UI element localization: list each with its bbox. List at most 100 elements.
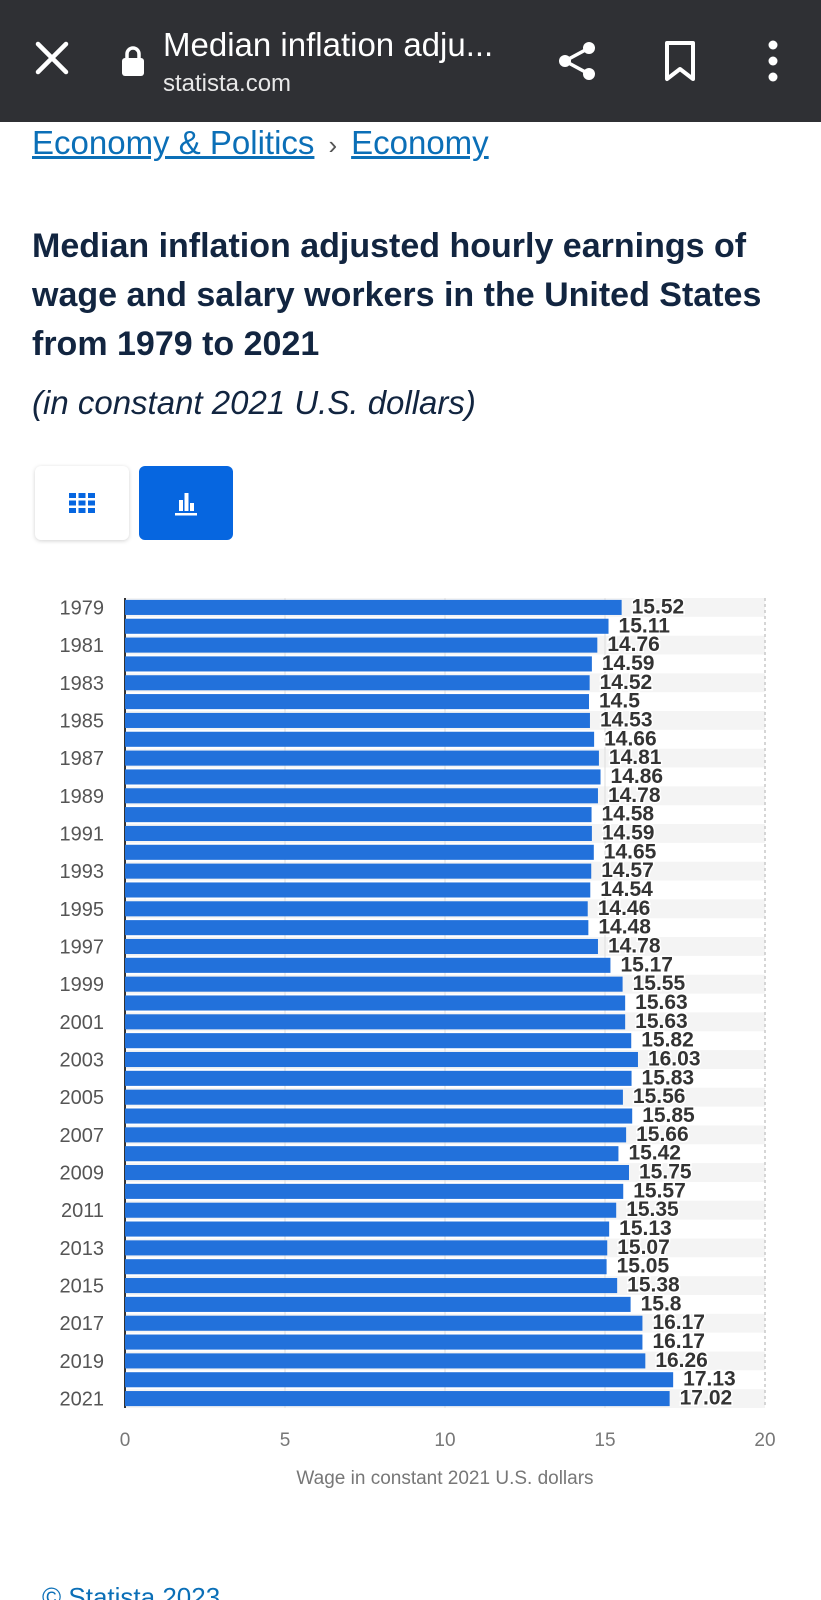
bar-value-label: 14.52 [600, 671, 653, 694]
bar [125, 1278, 618, 1294]
breadcrumb-economy-politics[interactable]: Economy & Politics [32, 124, 315, 161]
x-tick-label: 10 [434, 1430, 455, 1451]
bar-value-label: 15.38 [627, 1274, 680, 1297]
bar-value-label: 15.83 [642, 1066, 695, 1089]
bar-chart-svg: 15.5215.1114.7614.5914.5214.514.5314.661… [60, 594, 776, 1489]
bar-value-label: 15.11 [619, 614, 671, 637]
share-icon[interactable] [556, 40, 598, 82]
bar [125, 1259, 607, 1275]
page-title: Median inflation adjusted hourly earning… [32, 227, 762, 363]
y-tick-label: 2019 [60, 1351, 105, 1373]
bar [125, 694, 589, 710]
bar [125, 1372, 674, 1388]
bar [125, 995, 626, 1011]
bar [125, 1146, 619, 1162]
bar-value-label: 15.63 [635, 991, 688, 1014]
bar-value-label: 16.17 [652, 1311, 705, 1334]
bar [125, 1051, 638, 1068]
bar-value-label: 17.13 [683, 1368, 736, 1391]
bar [125, 788, 598, 804]
bar [125, 901, 588, 917]
bar-value-label: 15.8 [641, 1292, 682, 1315]
x-axis-title: Wage in constant 2021 U.S. dollars [296, 1468, 593, 1489]
bar-value-label: 14.54 [600, 878, 653, 901]
bar [125, 1315, 643, 1331]
bar [125, 1221, 610, 1237]
bookmark-icon[interactable] [662, 40, 698, 82]
lock-icon [122, 46, 144, 76]
grid-icon [69, 493, 95, 513]
bar-value-label: 14.58 [602, 803, 655, 826]
bar [125, 1089, 623, 1105]
bar [125, 920, 589, 936]
y-tick-label: 1999 [60, 974, 105, 996]
bar [125, 1014, 626, 1030]
bar [125, 957, 611, 973]
y-tick-label: 1987 [60, 748, 105, 770]
y-tick-label: 2013 [60, 1238, 105, 1260]
bar-value-label: 15.56 [633, 1085, 686, 1108]
bar-value-label: 14.65 [604, 840, 657, 863]
breadcrumb-economy[interactable]: Economy [351, 124, 489, 161]
bar-value-label: 15.57 [633, 1179, 686, 1202]
x-tick-label: 0 [120, 1430, 131, 1451]
breadcrumb: Economy & Politics › Economy [32, 124, 489, 162]
bar [125, 769, 601, 785]
y-tick-label: 2015 [60, 1276, 105, 1298]
bar-value-label: 16.17 [652, 1330, 705, 1353]
bar-value-label: 14.81 [609, 746, 662, 769]
close-icon[interactable] [34, 40, 70, 76]
bar-value-label: 14.46 [598, 897, 651, 920]
bar [125, 1334, 643, 1350]
y-tick-label: 2017 [60, 1313, 105, 1335]
bar-chart: 15.52 15.11 14.76 14.59 14.52 14.5 14.53 14.66 1… [0, 580, 821, 1500]
bar-value-label: 16.26 [655, 1349, 708, 1372]
y-tick-label: 2001 [60, 1012, 105, 1034]
x-tick-label: 15 [594, 1430, 615, 1451]
bar-value-label: 14.78 [608, 934, 661, 957]
bar-value-label: 17.02 [680, 1387, 733, 1410]
bar-value-label: 15.75 [639, 1161, 692, 1184]
y-tick-label: 2009 [60, 1163, 105, 1185]
bar-value-label: 15.07 [617, 1236, 670, 1259]
bar-value-label: 15.52 [632, 595, 685, 618]
table-view-button[interactable] [35, 466, 129, 540]
y-tick-label: 2005 [60, 1087, 105, 1109]
more-vert-icon[interactable] [762, 40, 784, 82]
y-tick-label: 1979 [60, 597, 105, 619]
y-tick-label: 2011 [61, 1200, 104, 1222]
bar [125, 938, 598, 955]
y-tick-label: 1981 [60, 635, 105, 657]
bar-value-label: 14.59 [602, 652, 655, 675]
breadcrumb-separator: › [328, 130, 338, 160]
bar [125, 844, 594, 860]
browser-domain[interactable]: statista.com [163, 70, 292, 97]
bar-value-label: 15.17 [620, 953, 673, 976]
browser-page-title[interactable]: Median inflation adju... [163, 26, 494, 63]
bar [125, 1183, 624, 1199]
y-tick-label: 1997 [60, 936, 105, 958]
y-tick-label: 2003 [60, 1050, 105, 1072]
bar-value-label: 14.53 [600, 708, 653, 731]
bar [125, 1108, 633, 1124]
x-tick-label: 5 [280, 1430, 291, 1451]
chart-view-button[interactable] [139, 466, 233, 540]
bar [125, 731, 595, 747]
browser-top-bar: Median inflation adju... statista.com [0, 0, 821, 122]
bar [125, 1165, 629, 1181]
x-tick-label: 20 [754, 1430, 775, 1451]
page-subtitle: (in constant 2021 U.S. dollars) [32, 384, 476, 421]
bar [125, 1240, 608, 1256]
bar-value-label: 16.03 [648, 1048, 701, 1071]
bar-value-label: 15.55 [633, 972, 686, 995]
bar-value-label: 15.66 [636, 1123, 689, 1146]
bar-value-label: 14.5 [599, 690, 640, 713]
bar [125, 807, 592, 823]
statista-source-link[interactable]: © Statista 2023 [42, 1582, 221, 1600]
y-tick-label: 1995 [60, 899, 105, 921]
bar [125, 825, 592, 841]
bar [125, 1070, 632, 1086]
bar [125, 656, 592, 672]
bar-value-label: 15.13 [619, 1217, 672, 1240]
bar-value-label: 15.42 [628, 1142, 681, 1165]
